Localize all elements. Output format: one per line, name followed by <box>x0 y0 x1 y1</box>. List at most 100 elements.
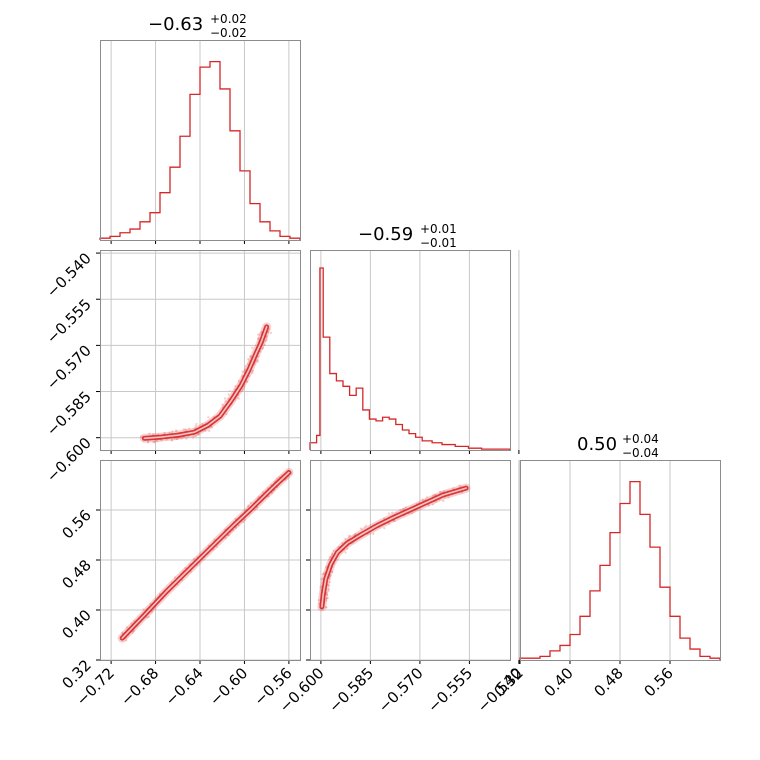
p1-p2-point <box>421 498 424 501</box>
p0-p1-point <box>241 390 244 393</box>
p1-p2-point <box>332 549 335 553</box>
p0-p1-ytick-label: −0.600 <box>43 434 95 486</box>
p1-p2-point <box>404 506 407 509</box>
p0-p1-point <box>148 432 151 435</box>
p0-p2-frame <box>100 460 301 661</box>
p0-p1-point <box>176 438 179 441</box>
p0-p2-point <box>215 545 218 548</box>
p0-p1-point <box>234 385 237 388</box>
p0-p1-ytick-label: −0.570 <box>43 341 95 393</box>
p0-p1-point <box>257 338 260 341</box>
p0-p1-point <box>171 438 174 442</box>
p1-p2-point <box>442 499 445 502</box>
frame-layer <box>96 40 721 664</box>
p0-p1-point <box>223 397 227 400</box>
p0-p1-point <box>180 437 183 440</box>
p1-p2-point <box>331 552 334 555</box>
p0-p1-point <box>224 400 227 403</box>
p0-p1-point <box>228 389 232 393</box>
p0-p2-point <box>227 533 230 537</box>
p1-p2-point <box>326 593 329 597</box>
p0-p1-point <box>168 431 171 434</box>
p1-p2-xtick-label: −0.555 <box>424 664 476 716</box>
p1-p2-point <box>325 596 329 600</box>
title-p2-sup: +0.04 <box>622 432 659 446</box>
p1-p2-contour-inner <box>321 487 467 608</box>
p0-p1-point <box>269 331 273 335</box>
p0-p2-point <box>224 537 227 540</box>
p1-p2-point <box>341 542 344 545</box>
p0-p2-point <box>242 520 245 523</box>
p0-p1-ytick-label: −0.555 <box>43 295 95 347</box>
p0-p1-point <box>197 432 200 435</box>
title-p2-main: 0.50 <box>577 434 617 455</box>
p0-p1-contour-outer <box>139 322 272 443</box>
p0-p2-ytick-label: 0.40 <box>58 606 94 642</box>
tick-label-layer: −0.540−0.555−0.570−0.585−0.6000.560.480.… <box>43 249 677 716</box>
hist-p2-xtick-label: 0.48 <box>590 664 626 700</box>
p0-p1-point <box>264 339 267 343</box>
hist-p1-frame <box>310 250 511 451</box>
p0-p2-point <box>130 622 133 625</box>
title-p2-sub: −0.04 <box>622 446 659 460</box>
p0-p2-point <box>125 639 128 642</box>
p0-p2-ytick-label: 0.48 <box>58 556 94 592</box>
p0-p1-point <box>263 344 266 347</box>
p1-p2-point <box>363 526 366 529</box>
p0-p1-point <box>237 397 240 400</box>
p1-p2-point <box>321 573 324 576</box>
p0-p2-contour-inner <box>121 471 290 639</box>
p0-p1-point <box>208 429 211 432</box>
p0-p1-point <box>261 346 265 349</box>
p1-p2-point <box>391 511 394 514</box>
p0-p2-point <box>270 491 274 495</box>
hist-p2-steps <box>519 480 721 660</box>
hist-p0-steps <box>99 60 301 240</box>
p0-p1-point <box>251 346 254 349</box>
p0-p1-point <box>244 365 247 368</box>
p0-p1-point <box>227 393 230 396</box>
p0-p1-point <box>182 428 185 431</box>
p1-p2-point <box>427 504 430 507</box>
p1-p2-point <box>383 517 386 520</box>
p0-p2-point <box>125 626 128 629</box>
p1-p2-point <box>365 524 368 527</box>
p1-p2-point <box>324 566 328 569</box>
hist-p2-xtick-label: 0.56 <box>640 664 676 700</box>
p1-p2-xtick-label: −0.570 <box>375 664 427 716</box>
p1-p2-point <box>432 494 435 497</box>
p1-p2-point <box>431 503 435 506</box>
title-p1-sub: −0.01 <box>420 236 457 250</box>
p0-p1-point <box>139 435 142 438</box>
p0-p2-point <box>243 508 246 512</box>
p0-p1-point <box>225 412 228 416</box>
p0-p1-point <box>249 355 252 358</box>
p0-p2-ytick-label: 0.56 <box>58 506 94 542</box>
p0-p1-point <box>171 430 174 433</box>
p0-p1-point <box>185 437 188 440</box>
p0-p2-xtick-label: −0.64 <box>162 664 207 709</box>
title-p0-main: −0.63 <box>148 14 203 35</box>
p1-p2-point <box>458 484 461 487</box>
p1-p2-frame <box>310 460 511 661</box>
p0-p1-frame <box>100 250 301 451</box>
p0-p1-point <box>191 436 195 439</box>
p0-p2-point <box>145 616 149 619</box>
p0-p1-point <box>247 358 250 361</box>
p1-p2-point <box>387 522 391 525</box>
p1-p2-point <box>383 527 386 530</box>
p0-p2-point <box>173 576 177 579</box>
title-p0-sub: −0.02 <box>210 26 247 40</box>
title-p0-sup: +0.02 <box>210 12 247 26</box>
p0-p1-point <box>195 422 198 426</box>
p1-p2-point <box>328 580 331 584</box>
p1-p2-point <box>425 496 429 499</box>
p1-p2-point <box>320 578 323 581</box>
p0-p2-point <box>247 504 250 507</box>
hist-p0-frame <box>100 40 301 241</box>
p0-p1-point <box>241 370 244 373</box>
p1-p2-point <box>347 536 351 539</box>
p1-p2-xtick-label: −0.585 <box>325 664 377 716</box>
p1-p2-point <box>344 537 347 540</box>
hist-p2-xtick-label: 0.40 <box>540 664 576 700</box>
